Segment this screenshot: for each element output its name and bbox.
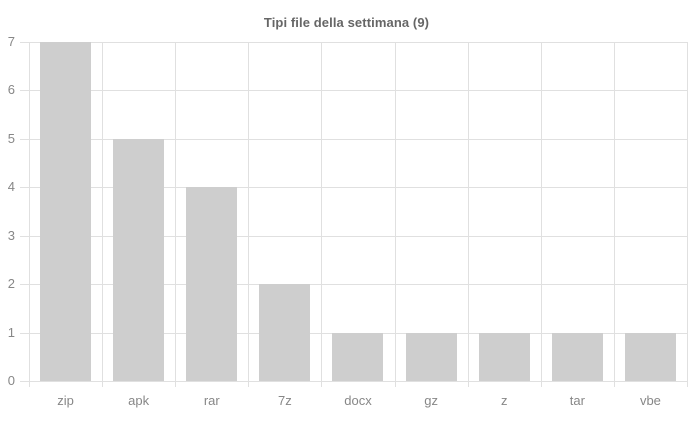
x-gridline-1 [102,42,103,387]
x-tick-label-tar: tar [569,393,585,408]
x-tick-label-z: z [500,393,508,408]
y-gridline-7 [20,42,687,43]
bar-zip [40,42,91,381]
x-gridline-9 [687,42,688,387]
y-tick-label-3: 3 [7,227,15,243]
x-gridline-7 [541,42,542,387]
x-gridline-8 [614,42,615,387]
y-gridline-4 [20,187,687,188]
y-gridline-5 [20,139,687,140]
bar-tar [552,333,603,381]
y-tick-label-4: 4 [7,179,15,195]
x-gridline-4 [321,42,322,387]
y-gridline-2 [20,284,687,285]
x-tick-label-docx: docx [344,393,372,408]
x-tick-label-7z: 7z [278,393,292,408]
y-tick-label-5: 5 [7,130,15,146]
y-gridline-3 [20,236,687,237]
y-tick-label-7: 7 [7,34,15,49]
y-gridline-6 [20,90,687,91]
x-gridline-3 [248,42,249,387]
y-gridline-0 [20,381,687,382]
x-tick-label-rar: rar [203,393,220,408]
y-tick-label-0: 0 [7,373,15,388]
bar-docx [332,333,383,381]
x-tick-label-zip: zip [57,393,74,408]
y-tick-label-2: 2 [7,276,15,292]
x-gridline-0 [29,42,30,387]
y-tick-label-6: 6 [7,82,15,98]
bar-rar [186,187,237,381]
plot-area [20,42,688,387]
x-tick-label-vbe: vbe [639,393,661,408]
bar-vbe [625,333,676,381]
bar-7z [259,284,310,381]
x-tick-label-apk: apk [128,393,150,408]
bar-z [479,333,530,381]
x-gridline-6 [468,42,469,387]
chart-title: Tipi file della settimana (9) [263,15,430,30]
x-gridline-2 [175,42,176,387]
x-gridline-5 [395,42,396,387]
x-tick-label-gz: gz [424,393,438,408]
y-tick-label-1: 1 [7,324,15,340]
bar-gz [406,333,457,381]
bar-apk [113,139,164,381]
